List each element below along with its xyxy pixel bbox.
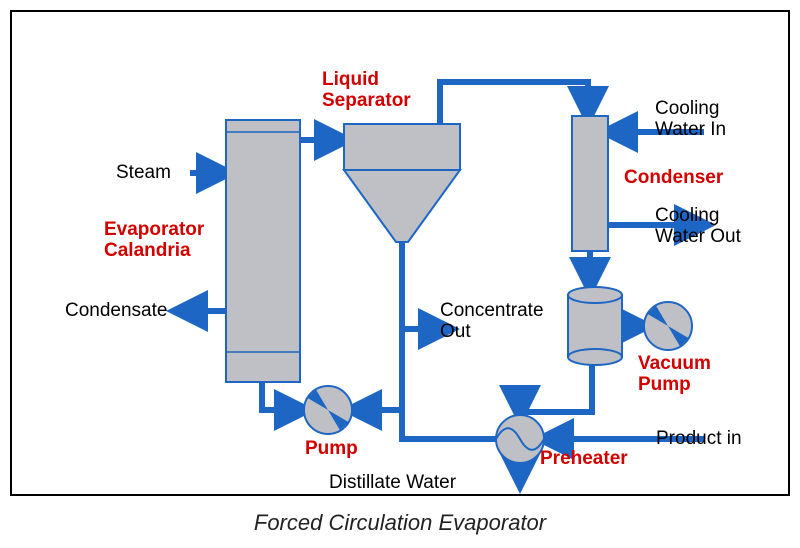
label-preheater: Preheater xyxy=(540,449,628,470)
liquid-separator xyxy=(344,124,460,170)
label-condensate: Condensate xyxy=(65,301,167,322)
label-concentrate-out: ConcentrateOut xyxy=(440,301,544,343)
receiver-tank xyxy=(568,295,622,357)
label-pump: Pump xyxy=(305,439,358,460)
label-liquid-separator: LiquidSeparator xyxy=(322,70,411,112)
liquid-separator-funnel xyxy=(344,170,460,242)
flow-tank_down xyxy=(520,365,592,415)
diagram-border: LiquidSeparator Steam EvaporatorCalandri… xyxy=(10,10,790,496)
diagram-container: LiquidSeparator Steam EvaporatorCalandri… xyxy=(0,0,800,548)
label-cooling-water-in: CoolingWater In xyxy=(655,99,726,141)
flow-evap_bottom xyxy=(262,382,304,410)
flow-preheat_to_pump xyxy=(402,410,496,439)
label-evaporator-calandria: EvaporatorCalandria xyxy=(104,220,204,262)
evaporator-calandria xyxy=(226,120,300,382)
label-cooling-water-out: CoolingWater Out xyxy=(655,206,741,248)
label-steam: Steam xyxy=(116,163,171,184)
diagram-caption: Forced Circulation Evaporator xyxy=(0,510,800,536)
condenser xyxy=(572,116,608,251)
label-condenser: Condenser xyxy=(624,168,723,189)
label-vacuum-pump: VacuumPump xyxy=(638,354,711,396)
label-distillate-water: Distillate Water xyxy=(329,473,456,494)
flow-sep_top_to_cond xyxy=(440,82,588,124)
label-product-in: Product in xyxy=(656,429,742,450)
